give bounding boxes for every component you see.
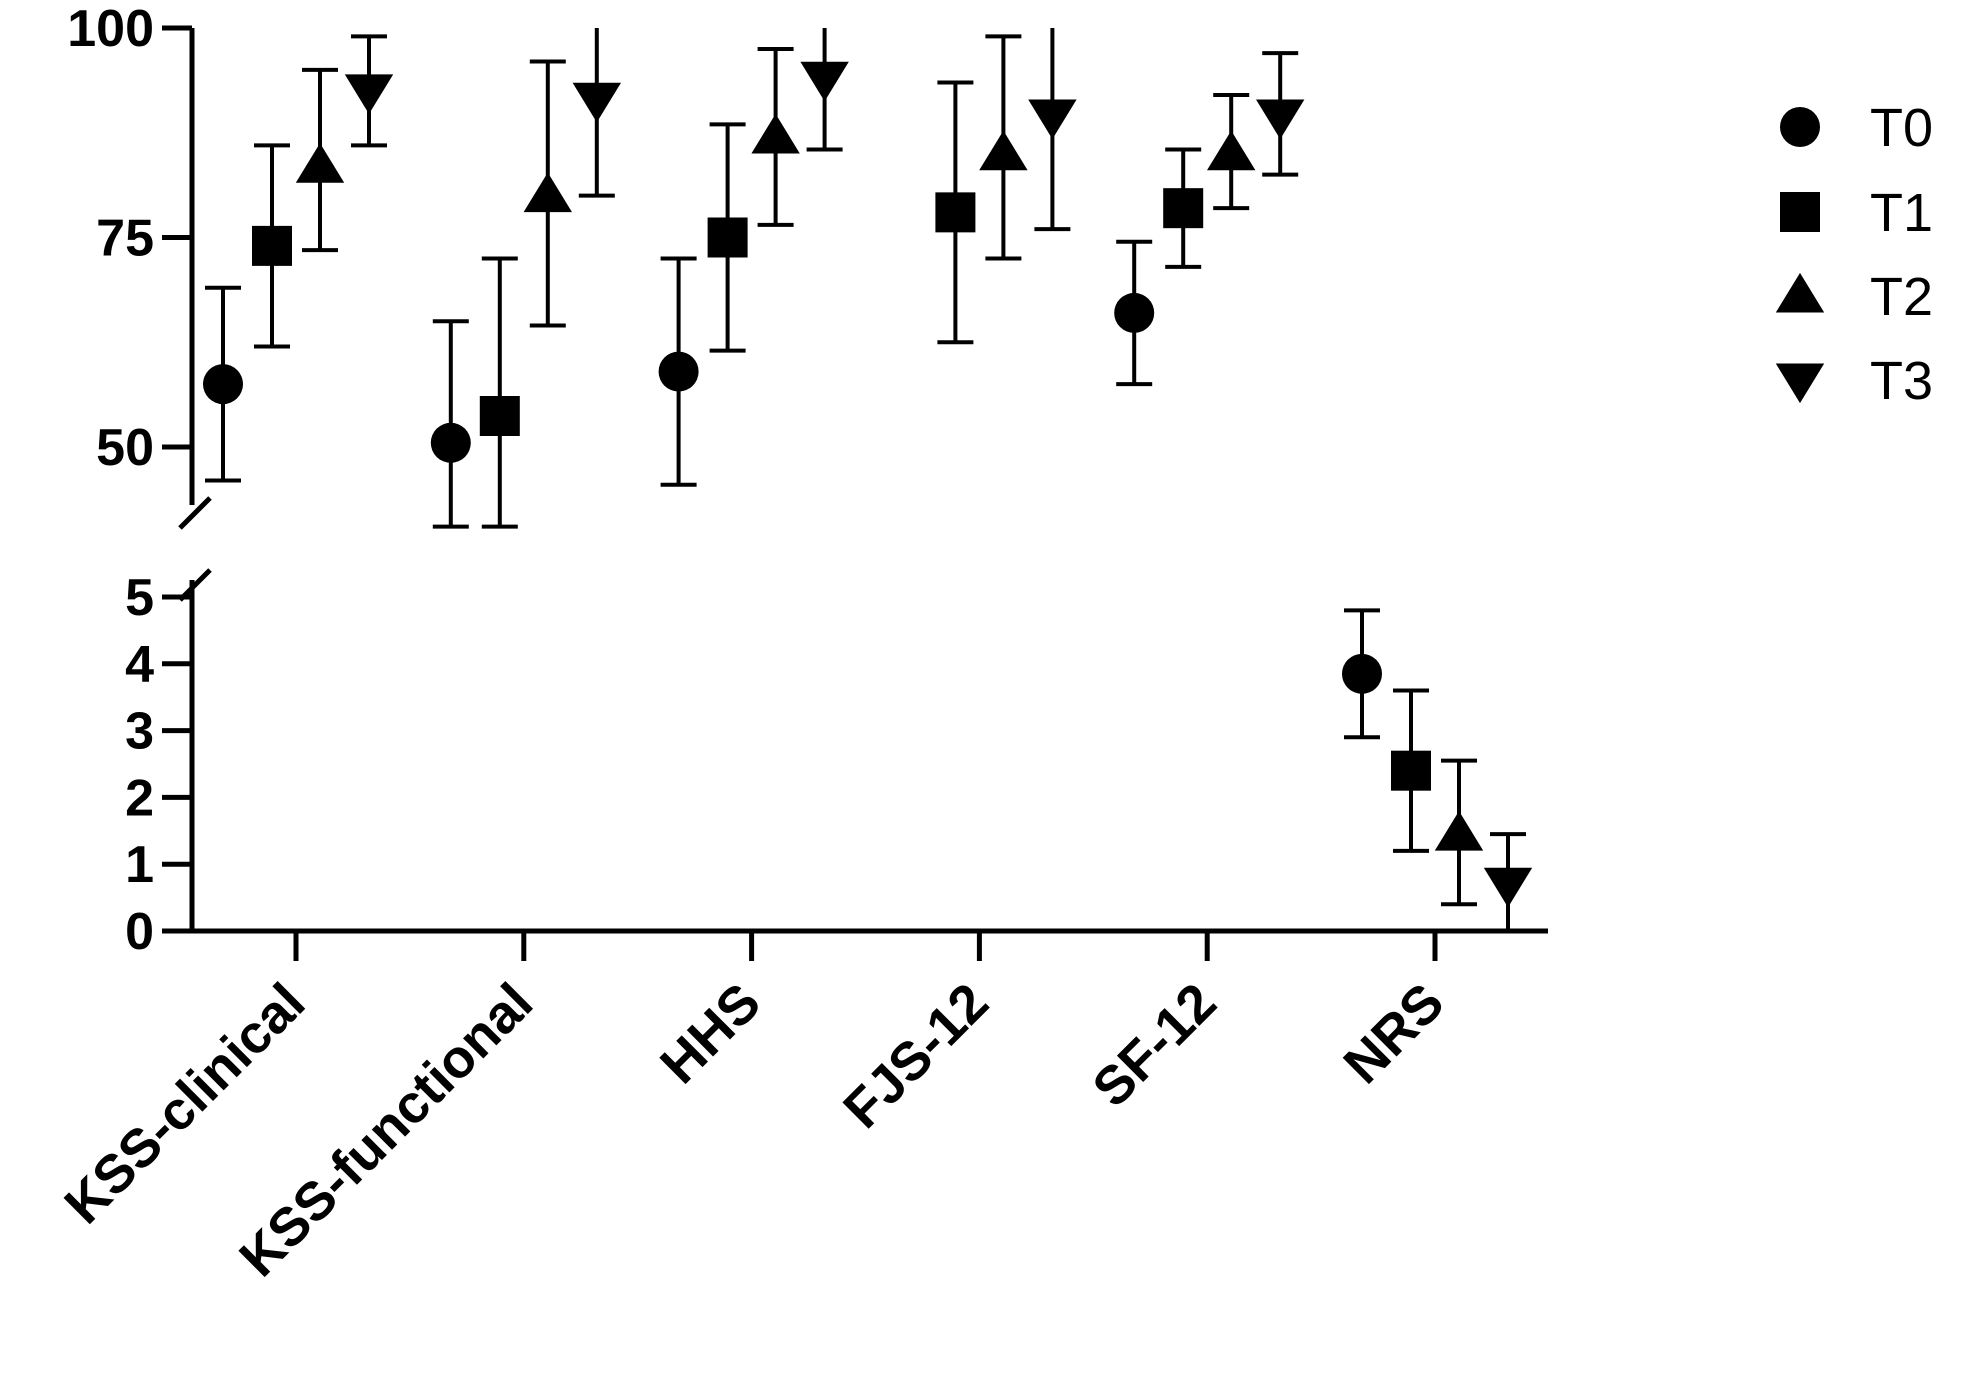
legend-label: T2 xyxy=(1870,267,1933,327)
data-point-T3 xyxy=(344,74,394,114)
legend-marker-T1 xyxy=(1780,192,1820,232)
axis-break-mark xyxy=(178,496,212,530)
data-point-T0 xyxy=(1114,292,1155,333)
data-point-T2 xyxy=(979,130,1028,171)
y-tick-label-lower: 1 xyxy=(125,836,154,894)
data-point-T2 xyxy=(295,143,345,183)
legend-label: T3 xyxy=(1870,351,1933,411)
data-point-T3 xyxy=(572,82,621,123)
data-point-T1 xyxy=(1163,188,1204,229)
data-point-T2 xyxy=(523,172,572,213)
data-point-T3 xyxy=(1028,99,1077,140)
data-point-T2 xyxy=(1434,811,1484,851)
legend-marker-T3 xyxy=(1775,363,1825,404)
data-point-T1 xyxy=(252,225,292,266)
y-tick-label-lower: 0 xyxy=(125,903,154,961)
data-point-T1 xyxy=(707,217,748,258)
y-tick-label-upper: 50 xyxy=(96,419,154,477)
y-tick-label-upper: 75 xyxy=(96,210,154,268)
x-tick-label: SF-12 xyxy=(1081,972,1227,1118)
data-point-T2 xyxy=(751,113,800,154)
legend-label: T0 xyxy=(1870,98,1933,158)
legend-marker-T0 xyxy=(1780,107,1820,147)
legend-marker-T2 xyxy=(1775,272,1825,313)
x-tick-label: FJS-12 xyxy=(832,972,1000,1140)
data-point-T1 xyxy=(935,192,976,233)
y-tick-label-lower: 2 xyxy=(125,769,154,827)
data-point-T0 xyxy=(1342,653,1382,694)
data-point-T0 xyxy=(658,351,699,392)
data-point-T1 xyxy=(1391,750,1431,791)
x-tick-label: NRS xyxy=(1332,972,1455,1095)
y-tick-label-lower: 3 xyxy=(125,703,154,761)
data-point-T0 xyxy=(203,364,243,405)
data-point-T3 xyxy=(1256,99,1305,140)
data-point-T3 xyxy=(800,61,849,102)
data-point-T2 xyxy=(1207,130,1256,171)
legend-label: T1 xyxy=(1870,183,1933,243)
y-tick-label-lower: 5 xyxy=(125,569,154,627)
y-tick-label-lower: 4 xyxy=(125,636,154,694)
x-tick-label: HHS xyxy=(649,972,772,1095)
data-point-T1 xyxy=(479,395,520,436)
data-point-T3 xyxy=(1483,867,1533,908)
y-tick-label-upper: 100 xyxy=(67,0,154,58)
data-point-T0 xyxy=(430,422,471,463)
